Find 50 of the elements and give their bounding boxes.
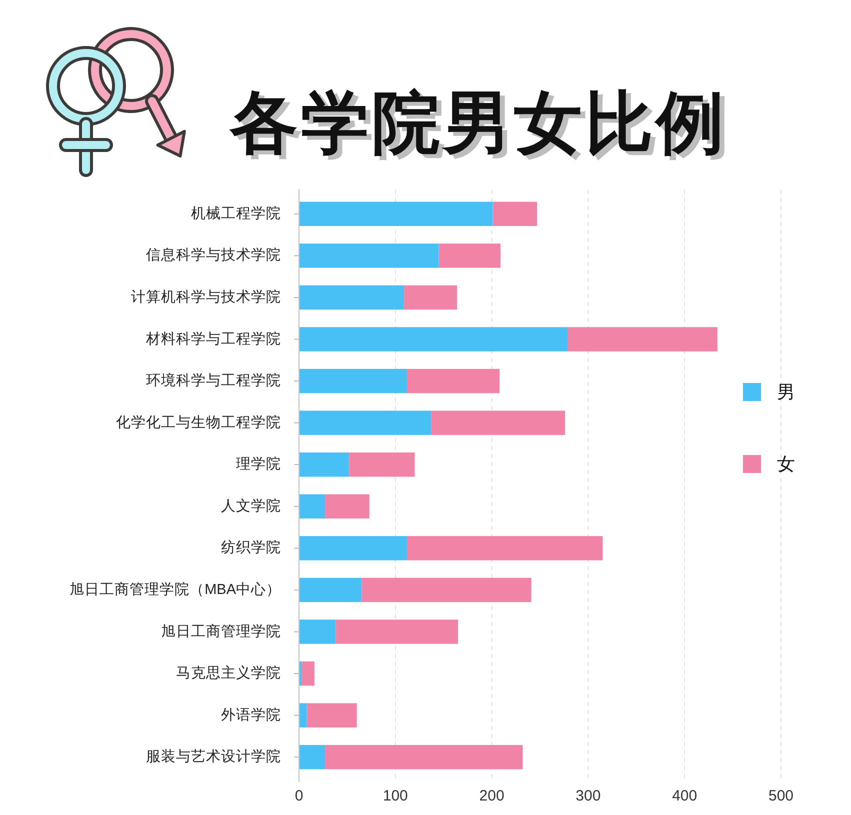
bar: [299, 410, 432, 435]
bar: [438, 244, 500, 268]
y-tick-label: 旭日工商管理学院: [161, 622, 281, 640]
bar: [306, 703, 357, 728]
y-tick-label: 机械工程学院: [191, 204, 281, 222]
bar: [299, 494, 326, 519]
bar: [299, 536, 407, 560]
legend-label: 女: [777, 454, 795, 474]
y-tick-label: 人文学院: [221, 497, 281, 514]
bar: [492, 202, 538, 226]
bar: [406, 536, 603, 560]
y-tick-label: 环境科学与工程学院: [146, 372, 281, 390]
bar: [299, 452, 350, 477]
chart-title: 各学院男女比例: [229, 85, 727, 161]
y-tick-label: 纺织学院: [221, 539, 281, 556]
y-tick-label: 旭日工商管理学院（MBA中心）: [70, 580, 281, 598]
bar: [299, 703, 307, 728]
bar: [406, 368, 500, 394]
y-tick-label: 计算机科学与技术学院: [131, 288, 281, 306]
bar: [325, 494, 370, 519]
y-tick-label: 材料科学与工程学院: [145, 330, 281, 348]
y-tick-label: 信息科学与技术学院: [146, 246, 281, 264]
x-tick-label: 500: [768, 788, 794, 804]
bar: [299, 620, 336, 644]
bar: [362, 578, 532, 602]
x-tick-label: 200: [479, 788, 504, 804]
bar: [299, 285, 404, 310]
y-tick-label: 理学院: [236, 456, 281, 473]
bar: [325, 744, 523, 770]
y-tick-label: 化学化工与生物工程学院: [116, 414, 281, 431]
bar: [336, 620, 458, 644]
y-tick-label: 服装与艺术设计学院: [146, 748, 281, 766]
bar: [349, 452, 415, 477]
bar: [302, 661, 314, 686]
x-tick-label: 0: [294, 788, 304, 804]
bar: [299, 368, 407, 394]
x-tick-label: 100: [382, 788, 408, 804]
y-tick-label: 马克思主义学院: [176, 664, 281, 682]
bar: [404, 285, 458, 310]
bar: [299, 202, 493, 226]
bar: [299, 744, 326, 770]
bar: [568, 327, 718, 352]
bar: [431, 410, 566, 435]
y-tick-label: 外语学院: [221, 706, 281, 724]
bar: [299, 327, 568, 352]
bar: [299, 244, 439, 268]
x-tick-label: 300: [576, 788, 601, 804]
x-tick-label: 400: [672, 788, 698, 804]
legend-label: 男: [777, 382, 795, 402]
bar: [299, 578, 362, 602]
